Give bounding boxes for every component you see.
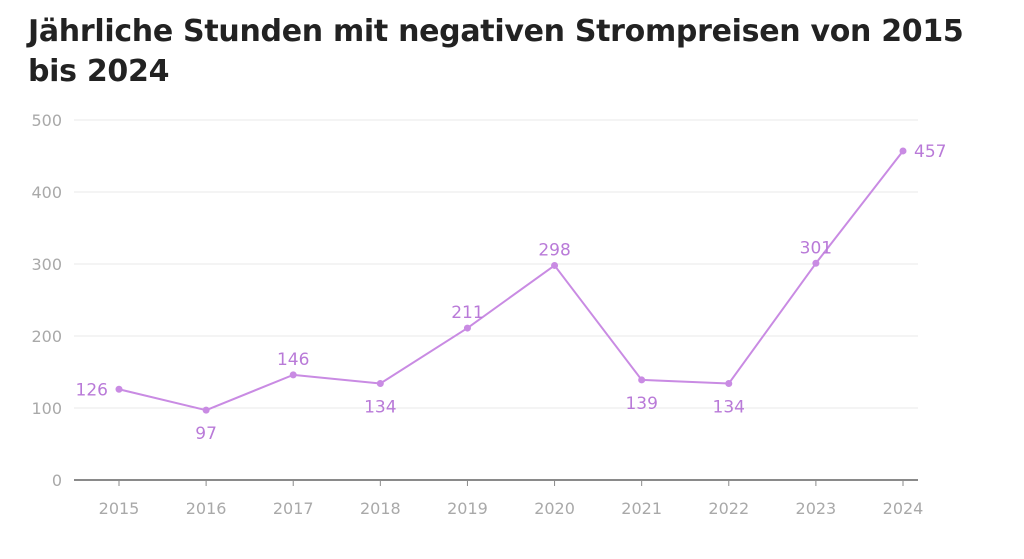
x-tick-label: 2018 xyxy=(360,499,401,518)
data-label: 301 xyxy=(800,238,832,258)
x-tick-label: 2024 xyxy=(883,499,924,518)
series-line-path xyxy=(118,150,904,412)
data-label: 134 xyxy=(364,398,396,418)
y-tick-label: 500 xyxy=(31,111,62,130)
y-tick-label: 200 xyxy=(31,327,62,346)
x-tick-label: 2019 xyxy=(447,499,488,518)
x-tick-label: 2022 xyxy=(708,499,749,518)
data-labels: 126 97 146 134 211 298 139 134 301 457 xyxy=(76,142,947,444)
x-tick-label: 2017 xyxy=(273,499,314,518)
data-label: 134 xyxy=(713,398,745,418)
y-tick-label: 100 xyxy=(31,399,62,418)
x-tick-label: 2016 xyxy=(186,499,227,518)
data-label: 298 xyxy=(538,240,570,260)
x-tick-label: 2023 xyxy=(796,499,837,518)
data-label: 97 xyxy=(195,424,217,444)
x-tick-label: 2020 xyxy=(534,499,575,518)
data-label: 126 xyxy=(76,380,108,400)
data-point xyxy=(115,385,123,393)
data-point xyxy=(638,376,646,384)
grid-lines xyxy=(74,119,918,409)
data-point xyxy=(725,380,733,388)
data-point xyxy=(812,259,820,267)
data-label: 457 xyxy=(914,142,946,162)
data-label: 146 xyxy=(277,350,309,370)
data-point xyxy=(376,380,384,388)
y-tick-label: 400 xyxy=(31,183,62,202)
data-point xyxy=(899,147,907,155)
y-tick-label: 300 xyxy=(31,255,62,274)
x-tick-label: 2021 xyxy=(621,499,662,518)
chart-title: Jährliche Stunden mit negativen Strompre… xyxy=(28,14,964,89)
data-point xyxy=(202,406,210,414)
data-point xyxy=(551,261,559,269)
data-point xyxy=(289,371,297,379)
y-tick-label: 0 xyxy=(52,471,62,490)
x-tick-label: 2015 xyxy=(99,499,140,518)
series-line xyxy=(115,147,907,414)
x-axis: 2015 2016 2017 2018 2019 2020 2021 2022 2023 2024 xyxy=(74,479,924,518)
data-point xyxy=(463,324,471,332)
y-axis: 0 100 200 300 400 500 xyxy=(31,111,62,490)
data-label: 139 xyxy=(625,394,657,414)
data-label: 211 xyxy=(451,303,483,323)
